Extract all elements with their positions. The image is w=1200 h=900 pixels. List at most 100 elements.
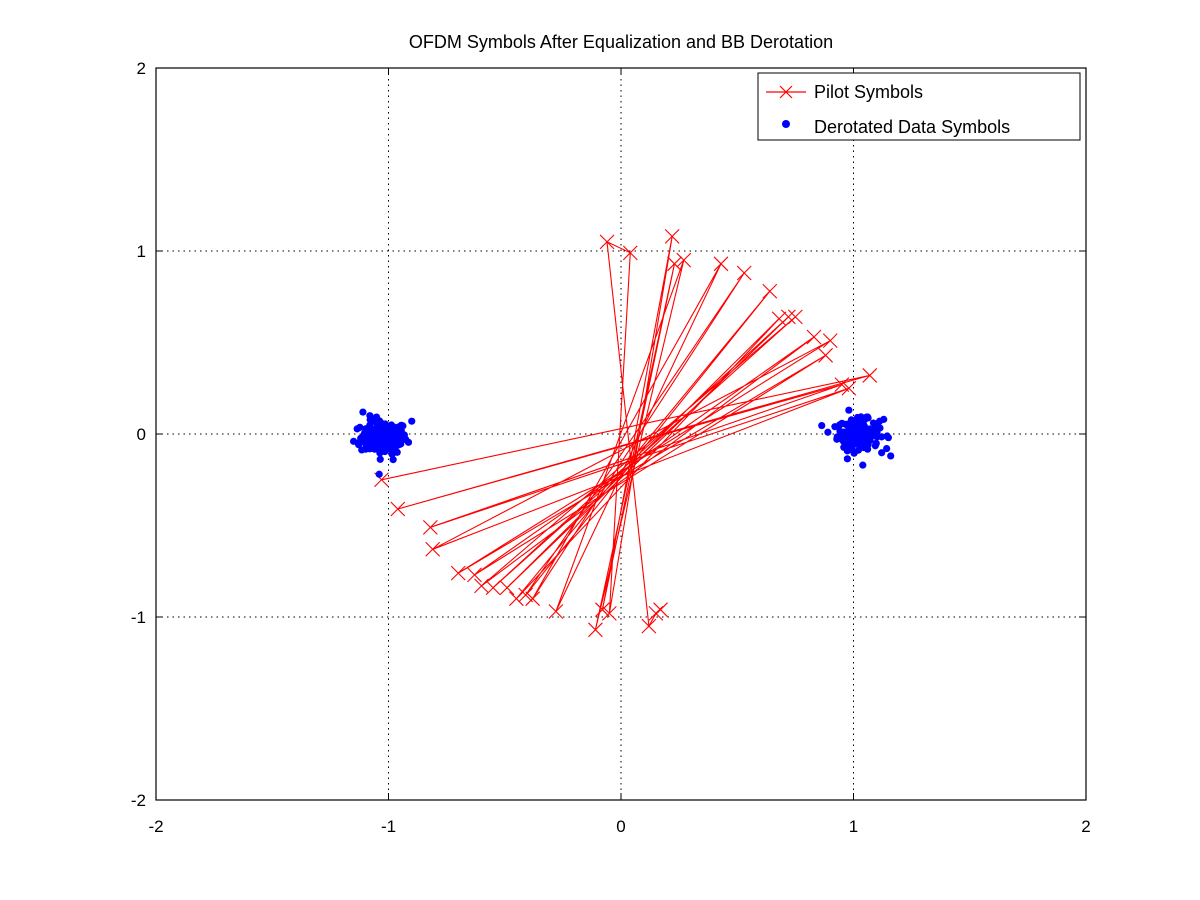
- pilot-marker: [653, 602, 668, 618]
- data-point: [840, 443, 848, 451]
- pilot-marker: [862, 368, 878, 383]
- pilot-marker: [641, 618, 657, 634]
- data-point: [376, 455, 384, 463]
- data-point: [861, 416, 869, 424]
- pilot-series: [374, 228, 878, 638]
- data-point: [368, 436, 376, 444]
- data-point: [850, 449, 858, 457]
- x-tick-label: -1: [381, 817, 396, 836]
- pilot-marker: [676, 252, 692, 268]
- pilot-marker: [601, 605, 617, 621]
- data-point: [375, 470, 383, 478]
- pilot-marker: [485, 580, 501, 596]
- x-tick-label: -2: [148, 817, 163, 836]
- y-tick-label: -1: [131, 608, 146, 627]
- data-point: [383, 428, 392, 436]
- pilot-marker: [508, 591, 524, 607]
- data-point: [887, 452, 895, 460]
- data-point: [846, 433, 854, 441]
- data-point: [353, 425, 361, 433]
- data-point: [837, 432, 845, 440]
- x-tick-label: 2: [1081, 817, 1090, 836]
- data-point: [831, 423, 839, 431]
- data-point: [393, 432, 402, 440]
- pilot-marker: [664, 228, 680, 244]
- data-point: [362, 425, 370, 433]
- pilot-marker: [595, 602, 610, 618]
- data-point: [378, 435, 386, 443]
- data-point: [855, 429, 864, 437]
- axis-ticks: -2 -1 0 1 2 -2 -1 0 1 2: [131, 59, 1091, 836]
- pilot-marker: [425, 541, 441, 557]
- x-tick-label: 1: [849, 817, 858, 836]
- data-point: [402, 435, 410, 444]
- legend-data-marker: [782, 120, 790, 128]
- data-point: [350, 437, 358, 445]
- pilot-marker: [518, 587, 534, 603]
- data-point: [843, 455, 851, 463]
- pilot-marker: [422, 519, 438, 535]
- pilot-marker: [588, 622, 603, 638]
- data-point: [397, 421, 406, 430]
- legend-pilot-label: Pilot Symbols: [814, 82, 923, 102]
- y-tick-label: 1: [137, 242, 146, 261]
- y-tick-label: 0: [137, 425, 146, 444]
- data-point: [883, 444, 891, 453]
- pilot-marker: [762, 283, 778, 299]
- legend-box: [757, 72, 1081, 141]
- pilot-marker: [818, 347, 833, 363]
- data-point: [818, 421, 826, 430]
- pilot-marker: [648, 605, 664, 621]
- pilot-marker: [771, 311, 787, 327]
- data-point: [857, 421, 865, 429]
- data-point: [860, 443, 868, 452]
- data-point: [824, 428, 832, 436]
- pilot-marker: [781, 309, 796, 325]
- pilot-marker: [713, 256, 729, 272]
- data-point: [873, 428, 881, 436]
- data-point: [842, 420, 850, 429]
- data-point: [366, 412, 374, 420]
- pilot-marker: [622, 245, 638, 261]
- data-point: [389, 456, 397, 464]
- data-point: [847, 416, 856, 424]
- data-point: [880, 415, 888, 423]
- data-point: [408, 417, 416, 425]
- pilot-marker: [499, 580, 515, 596]
- data-point: [878, 449, 886, 457]
- pilot-marker: [787, 309, 803, 325]
- data-point: [864, 434, 872, 442]
- pilot-marker: [806, 329, 822, 345]
- data-point: [363, 441, 372, 449]
- data-point: [859, 461, 867, 469]
- pilot-marker: [390, 501, 406, 517]
- x-tick-label: 0: [616, 817, 625, 836]
- chart-title: OFDM Symbols After Equalization and BB D…: [409, 32, 833, 52]
- pilot-marker: [599, 234, 615, 250]
- pilot-marker: [822, 333, 838, 349]
- grid: [156, 68, 1086, 800]
- pilot-marker: [667, 256, 682, 272]
- pilot-marker: [841, 380, 857, 396]
- data-point: [369, 444, 377, 452]
- pilot-line: [381, 236, 870, 630]
- legend-pilot-marker: [779, 85, 793, 99]
- data-point: [359, 408, 367, 416]
- data-point: [378, 444, 386, 452]
- data-series: [350, 406, 895, 478]
- pilot-marker: [467, 567, 482, 583]
- pilot-marker: [736, 265, 752, 281]
- legend-data-label: Derotated Data Symbols: [814, 117, 1010, 137]
- legend: Pilot Symbols Derotated Data Symbols: [757, 72, 1081, 141]
- pilot-marker: [450, 565, 466, 581]
- pilot-marker: [834, 377, 850, 392]
- y-tick-label: -2: [131, 791, 146, 810]
- data-point: [871, 442, 879, 450]
- y-tick-label: 2: [137, 59, 146, 78]
- data-point: [846, 426, 854, 434]
- data-point: [884, 434, 892, 442]
- data-point: [845, 439, 853, 447]
- data-point: [369, 430, 377, 439]
- pilot-marker: [525, 591, 541, 607]
